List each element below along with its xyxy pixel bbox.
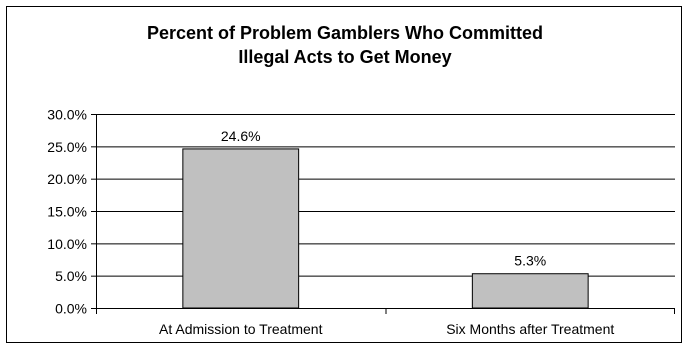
plot-area: 0.0% 5.0% 10.0% 15.0% 20.0% 25.0% 30.0% 24.6% At… xyxy=(47,107,675,337)
y-tick-label: 10.0% xyxy=(47,236,87,252)
y-tick-label: 25.0% xyxy=(47,139,87,155)
data-label: 24.6% xyxy=(221,128,261,144)
y-tick-label: 20.0% xyxy=(47,171,87,187)
bar xyxy=(182,148,300,309)
y-tick-label: 30.0% xyxy=(47,107,87,123)
x-tick-label: At Admission to Treatment xyxy=(159,321,323,337)
data-label: 5.3% xyxy=(514,253,546,269)
x-tick-label: Six Months after Treatment xyxy=(446,321,614,337)
bar xyxy=(471,273,589,309)
chart-title: Percent of Problem Gamblers Who Committe… xyxy=(146,23,544,67)
y-tick-label: 0.0% xyxy=(55,301,87,317)
y-tick-label: 15.0% xyxy=(47,204,87,220)
chart-frame: Percent of Problem Gamblers Who Committe… xyxy=(6,6,682,343)
y-tick-label: 5.0% xyxy=(55,268,87,284)
